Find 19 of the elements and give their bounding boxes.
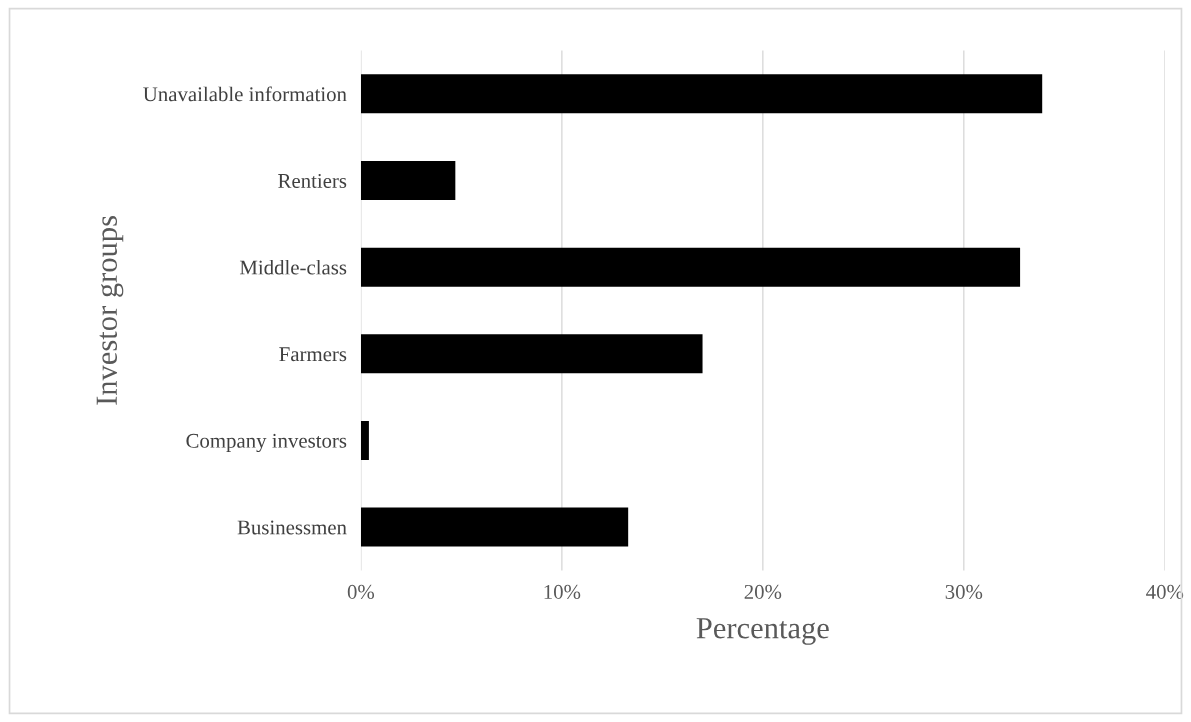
bar: [360, 507, 629, 547]
bar: [360, 420, 369, 460]
y-tick-label: Rentiers: [278, 173, 347, 188]
bar: [360, 334, 703, 374]
x-tick-label: 0%: [347, 584, 375, 599]
x-tick-label: 30%: [945, 584, 983, 599]
y-tick-label: Farmers: [279, 347, 347, 362]
y-tick-label: Unavailable information: [143, 86, 347, 102]
x-tick-label: 20%: [744, 584, 782, 599]
x-axis-title: Percentage: [696, 618, 829, 645]
bar: [360, 247, 1021, 287]
x-tick-label: 40%: [1146, 584, 1184, 599]
bar: [360, 161, 456, 200]
y-tick-label: Middle-class: [239, 259, 347, 275]
x-tick-label: 10%: [544, 584, 581, 599]
y-tick-label: Company investors: [186, 433, 347, 453]
y-tick-label: Businessmen: [237, 520, 347, 535]
y-axis-title: Investor groups: [96, 216, 124, 405]
bar: [360, 74, 1043, 114]
